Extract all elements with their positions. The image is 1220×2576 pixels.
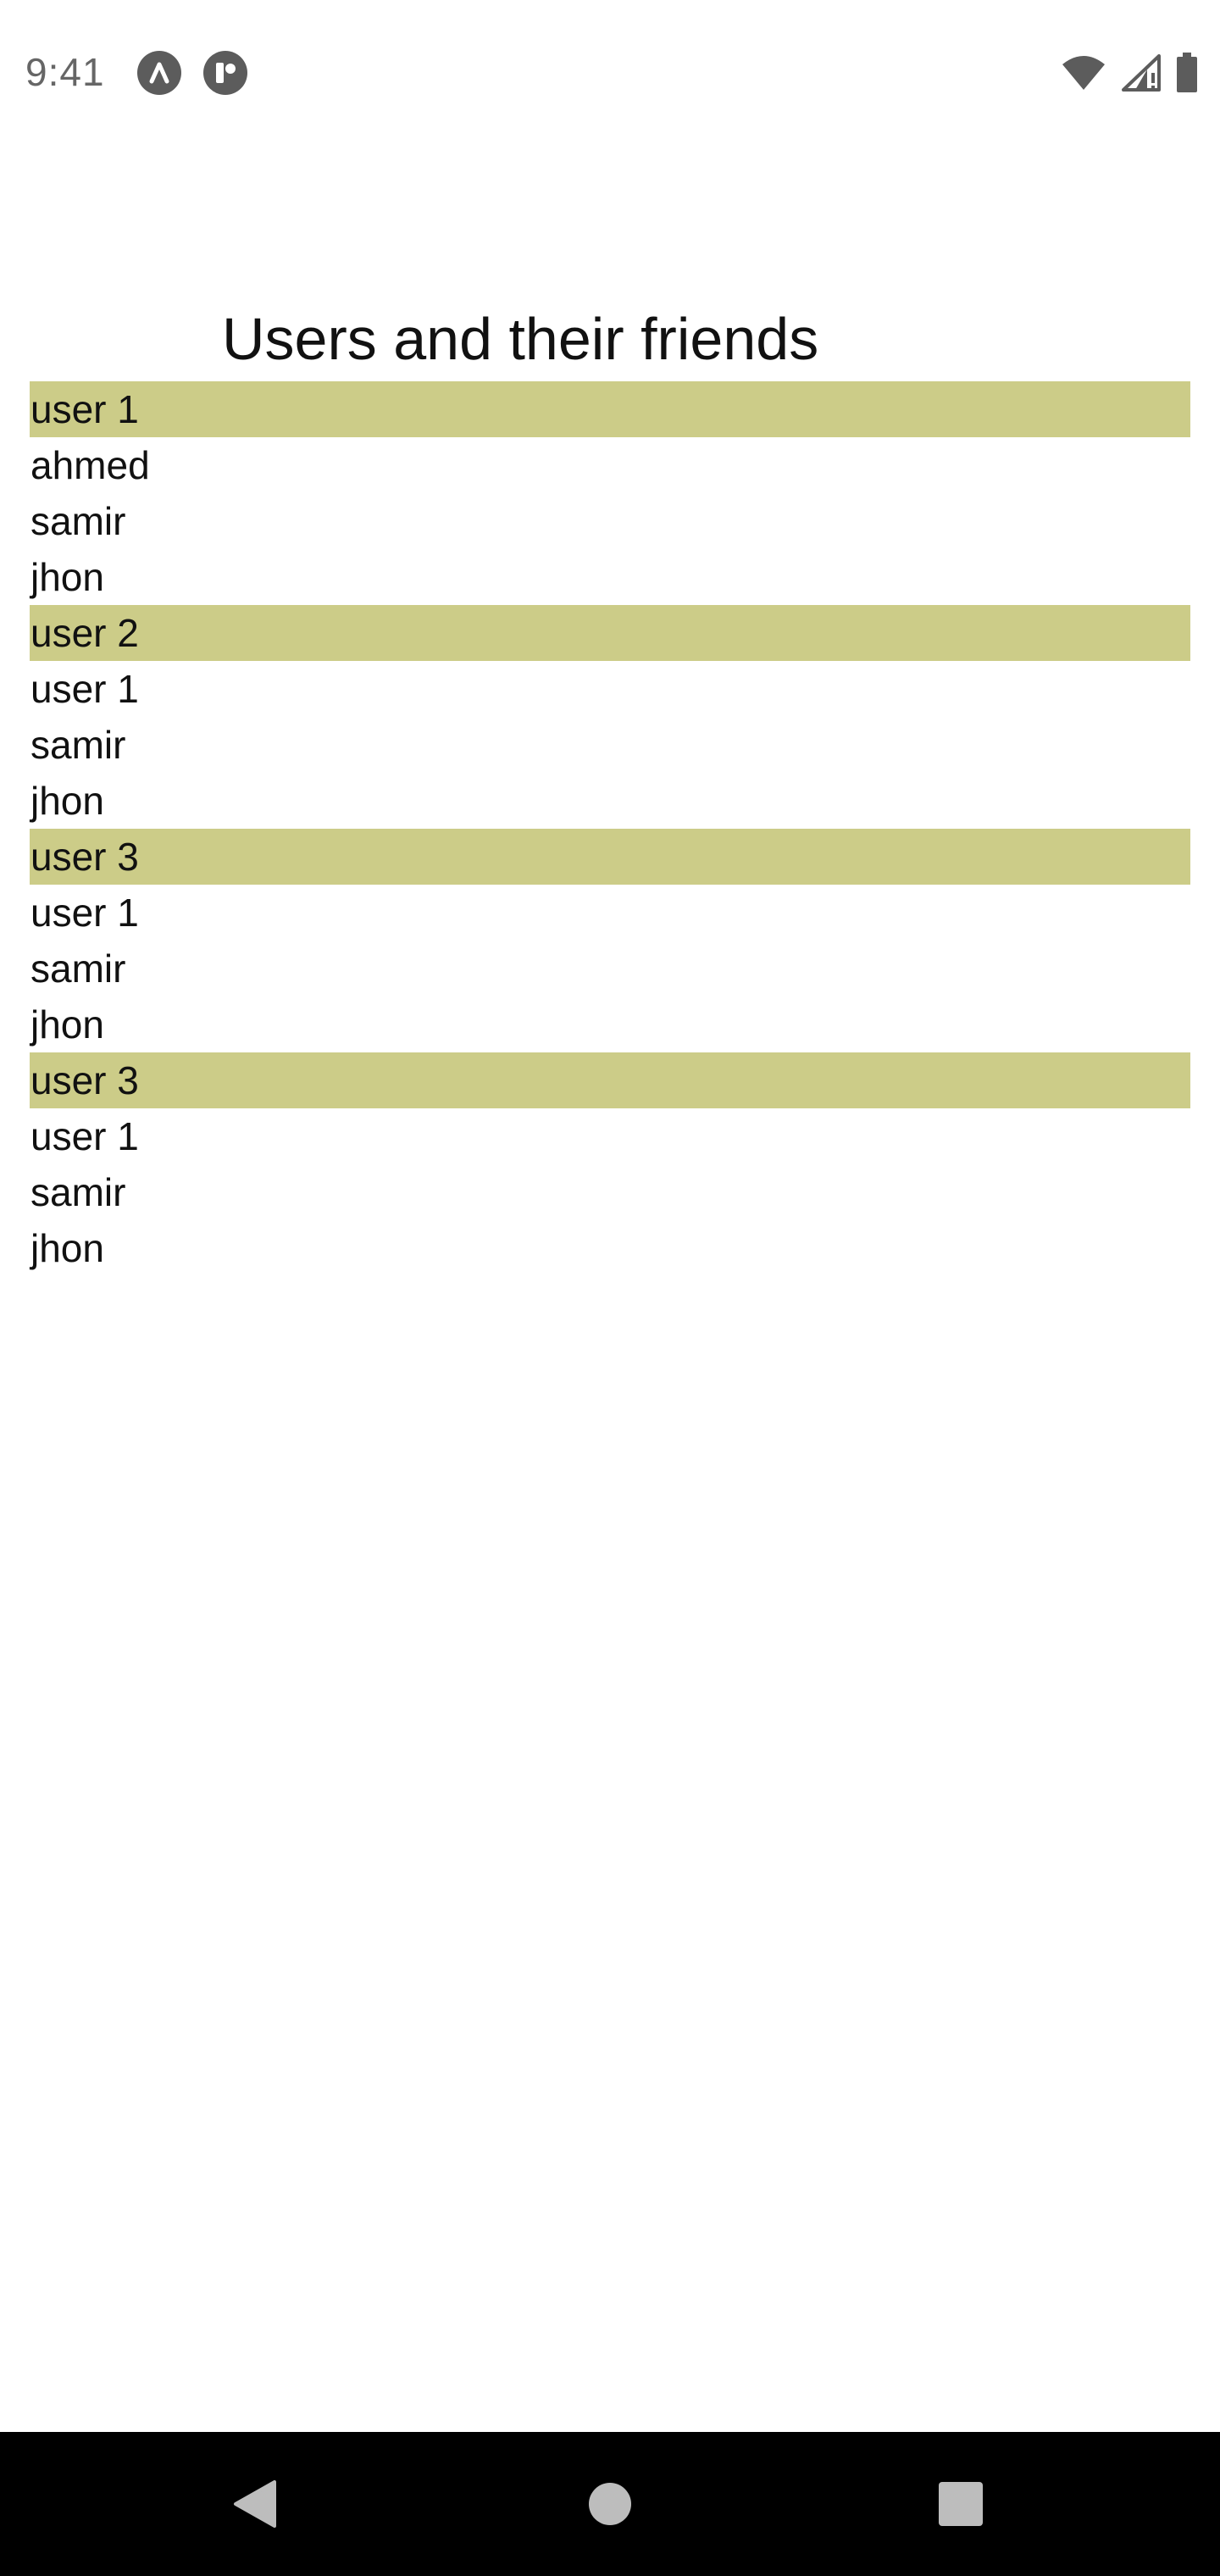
home-icon[interactable] (587, 2481, 633, 2527)
user-section-header: user 3 (30, 829, 1190, 885)
friend-item: jhon (30, 555, 104, 599)
friend-item: user 1 (30, 667, 139, 711)
users-friends-list[interactable]: user 1 ahmed samir jhon user 2 user 1 sa… (30, 381, 1190, 1276)
user-section-header: user 2 (30, 605, 1190, 661)
status-bar: 9:41 (0, 0, 1220, 144)
status-time: 9:41 (25, 50, 105, 94)
friend-item: samir (30, 947, 126, 991)
user-section-header: user 3 (30, 1052, 1190, 1108)
wifi-icon (1061, 54, 1106, 92)
friend-item: jhon (30, 1002, 104, 1046)
back-icon[interactable] (230, 2479, 278, 2529)
friend-item: samir (30, 723, 126, 767)
friend-item: user 1 (30, 1114, 139, 1158)
page-title: Users and their friends (222, 306, 819, 372)
friend-item: ahmed (30, 443, 150, 487)
friend-item: samir (30, 1170, 126, 1214)
battery-icon (1176, 53, 1198, 93)
status-icons (1061, 51, 1198, 95)
recents-icon[interactable] (937, 2480, 984, 2528)
friend-item: user 1 (30, 891, 139, 935)
navigation-bar (0, 2432, 1220, 2576)
friend-item: jhon (30, 1226, 104, 1270)
app-a-icon (137, 51, 181, 95)
app-b-icon (203, 51, 247, 95)
cellular-signal-icon (1122, 54, 1161, 92)
friend-item: jhon (30, 779, 104, 823)
friend-item: samir (30, 499, 126, 543)
user-section-header: user 1 (30, 381, 1190, 437)
